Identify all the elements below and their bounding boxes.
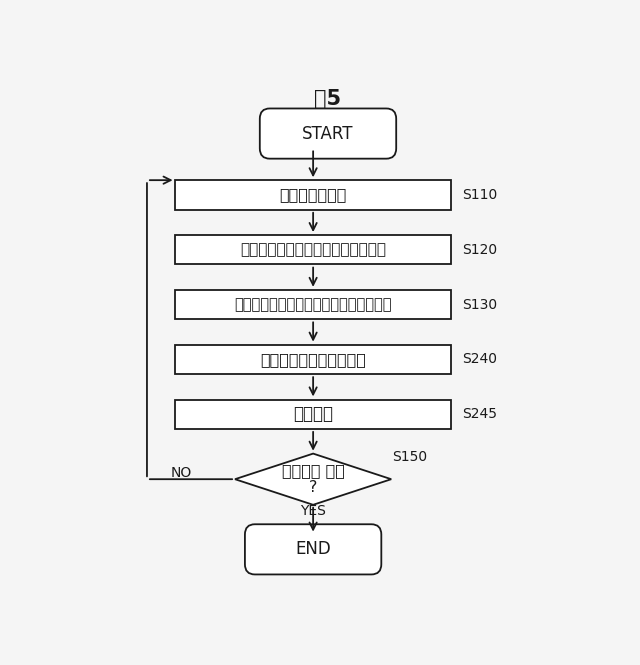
- Text: S110: S110: [462, 188, 497, 202]
- Text: YES: YES: [300, 504, 326, 518]
- Text: エンジン オフ
?: エンジン オフ ?: [282, 463, 344, 495]
- Text: S120: S120: [462, 243, 497, 257]
- Text: 現在位置を特定: 現在位置を特定: [280, 188, 347, 203]
- FancyBboxPatch shape: [260, 108, 396, 159]
- Bar: [175, 180, 451, 209]
- FancyBboxPatch shape: [245, 524, 381, 575]
- Bar: [175, 235, 451, 265]
- Text: END: END: [295, 541, 331, 559]
- Text: 運転支援: 運転支援: [293, 405, 333, 423]
- Text: 車両が走行している走行車線を特定: 車両が走行している走行車線を特定: [240, 242, 386, 257]
- Bar: [175, 400, 451, 429]
- Bar: [175, 290, 451, 319]
- Bar: [175, 344, 451, 374]
- Text: S130: S130: [462, 298, 497, 312]
- Polygon shape: [235, 454, 391, 505]
- Text: 走行車線と対応づけられた信号機を特定: 走行車線と対応づけられた信号機を特定: [234, 297, 392, 312]
- Text: S150: S150: [392, 450, 428, 464]
- Text: S240: S240: [462, 352, 497, 366]
- Text: START: START: [302, 124, 354, 142]
- Text: 信号機の表示内容を認識: 信号機の表示内容を認識: [260, 352, 366, 367]
- Text: NO: NO: [171, 466, 192, 480]
- Text: S245: S245: [462, 407, 497, 421]
- Text: 図5: 図5: [314, 88, 342, 109]
